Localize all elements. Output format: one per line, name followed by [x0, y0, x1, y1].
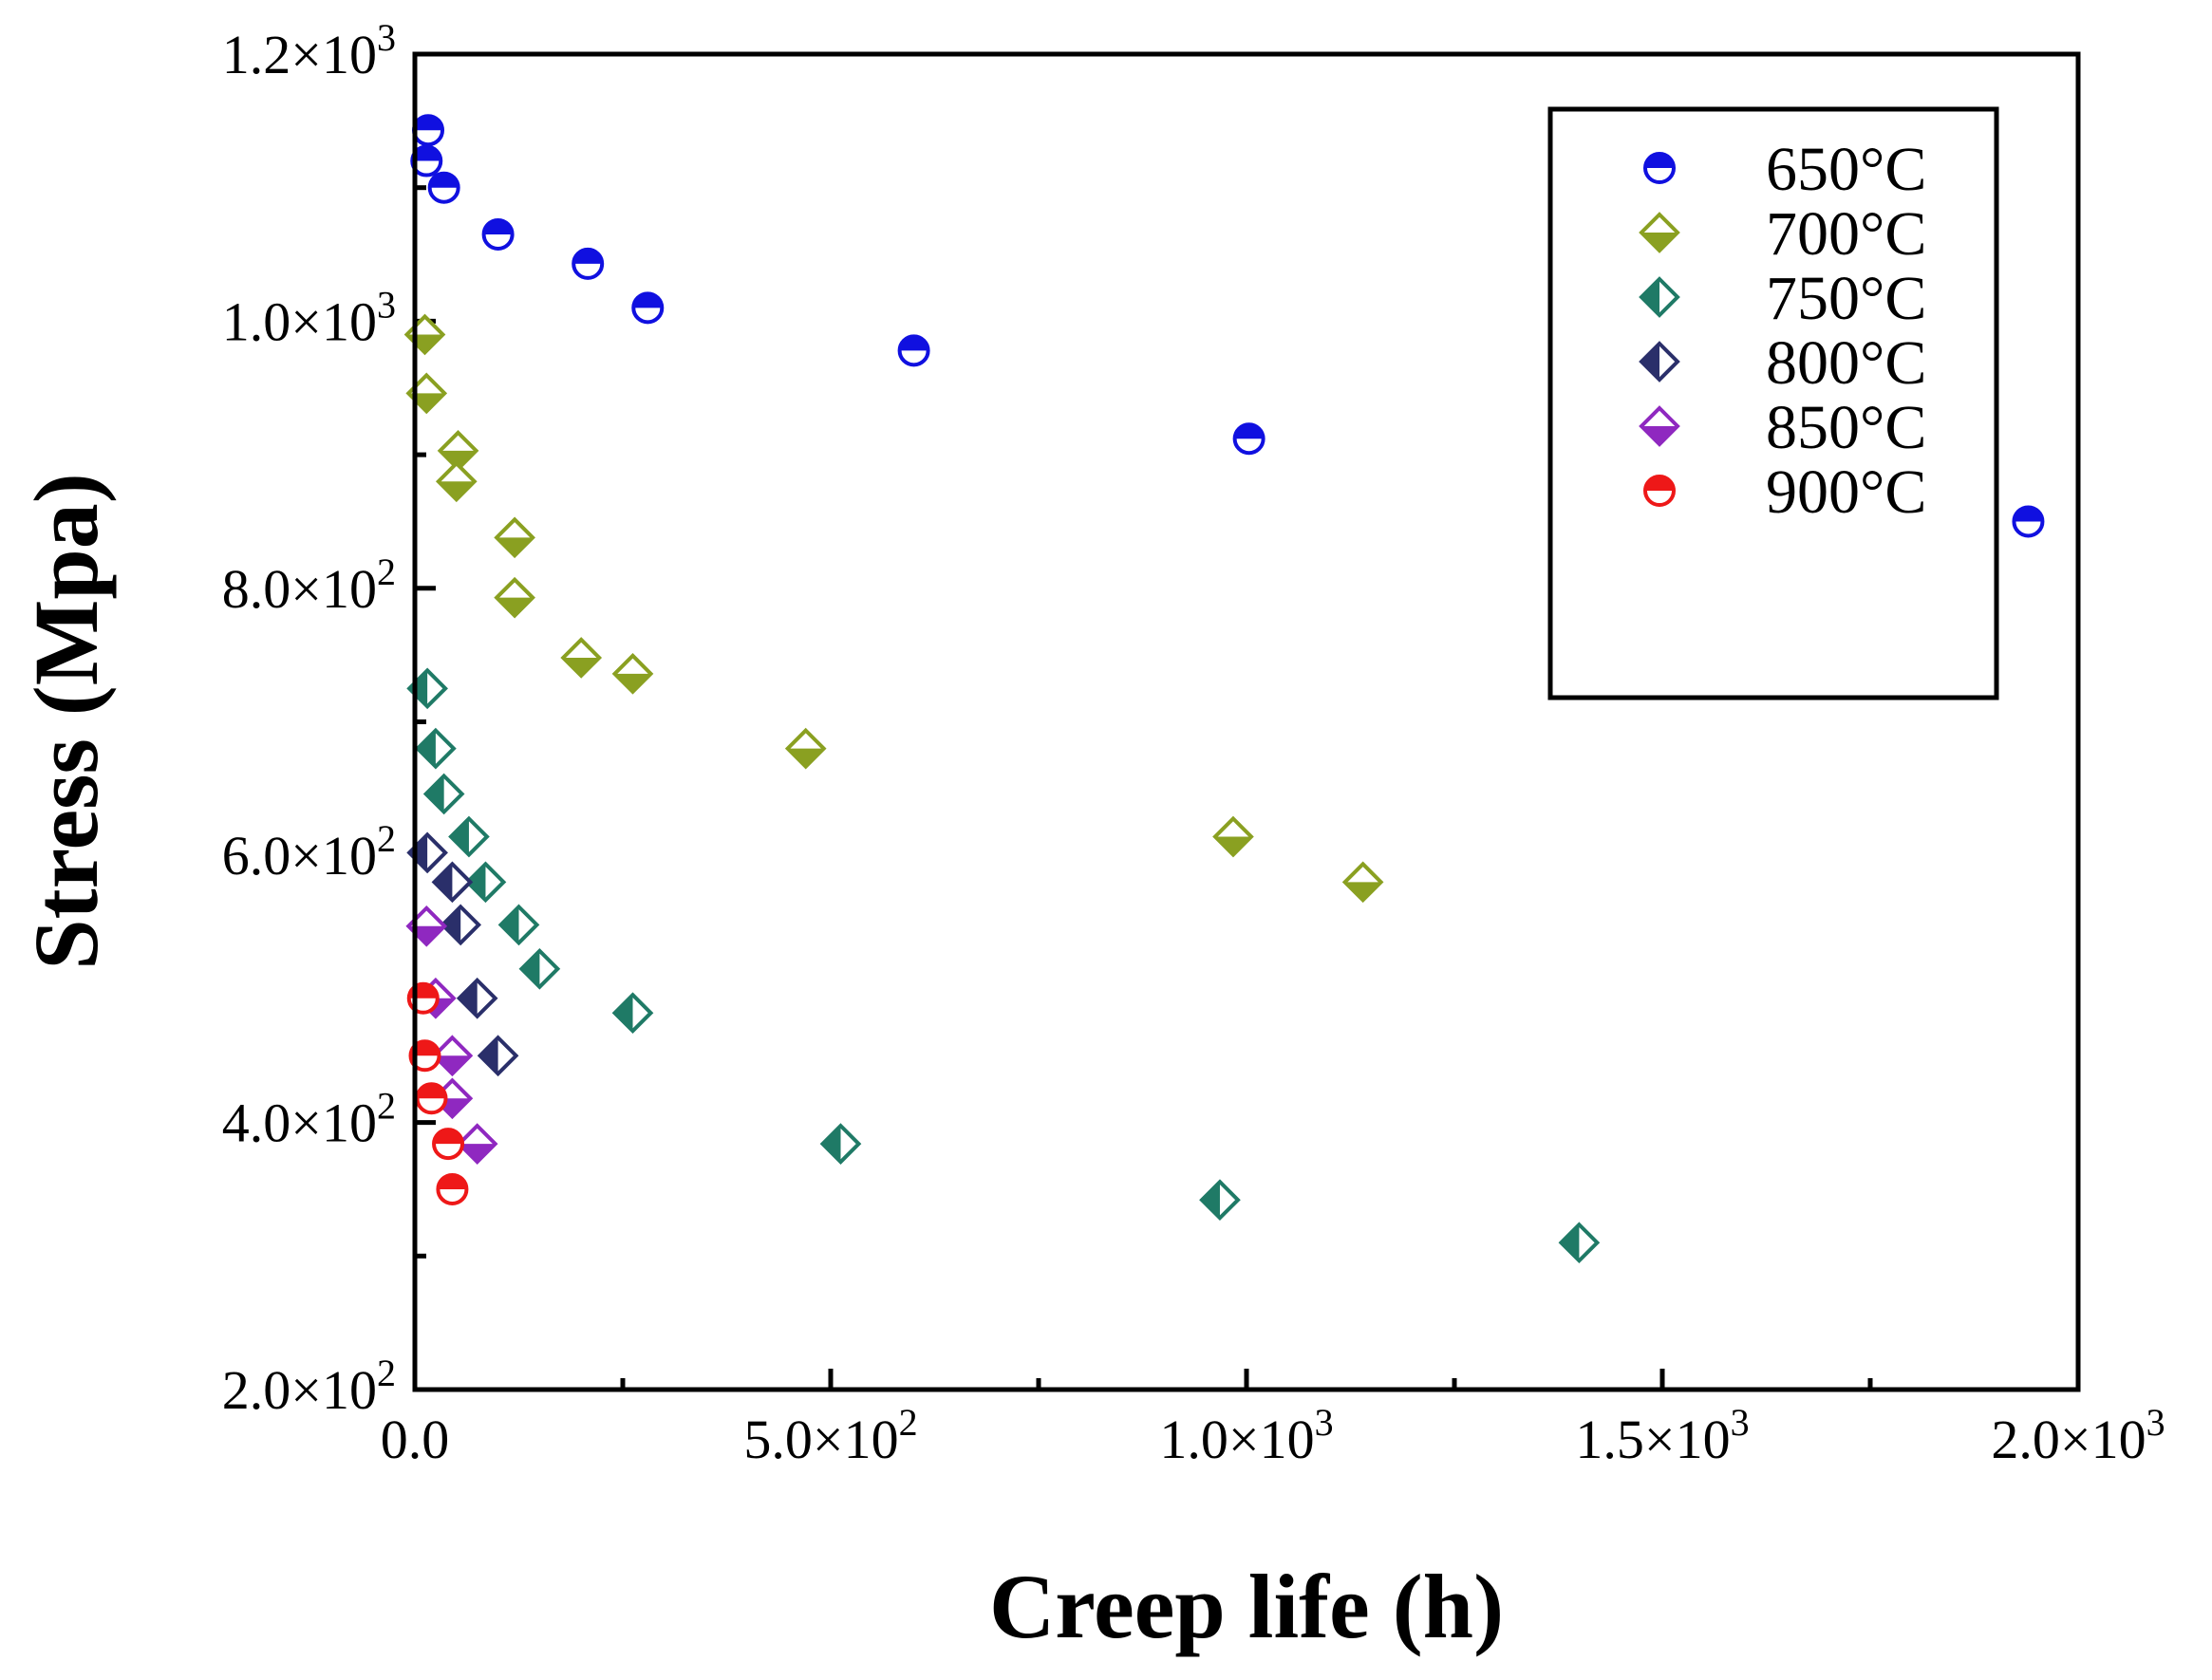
- data-point: [611, 653, 654, 695]
- data-point: [819, 1123, 862, 1165]
- data-point: [415, 1082, 448, 1115]
- data-point: [1558, 1222, 1601, 1264]
- y-tick-label: 1.2×103: [222, 16, 396, 85]
- data-point: [403, 313, 446, 356]
- data-point: [2012, 505, 2045, 538]
- data-point: [412, 114, 445, 147]
- y-tick-label: 6.0×102: [222, 817, 396, 887]
- x-tick-label: 2.0×103: [1991, 1401, 2165, 1470]
- x-axis-title: Creep life (h): [989, 1556, 1504, 1657]
- data-point: [897, 334, 930, 367]
- data-point: [415, 727, 457, 770]
- data-point: [431, 1035, 474, 1077]
- y-axis-title: Stress (Mpa): [15, 473, 117, 970]
- data-point: [477, 1035, 519, 1077]
- x-tick-label: 1.0×103: [1159, 1401, 1333, 1470]
- y-tick-label: 4.0×102: [222, 1085, 396, 1154]
- legend-marker: [1639, 212, 1680, 253]
- data-point: [494, 576, 535, 619]
- legend-label: 750°C: [1766, 264, 1926, 333]
- data-point: [456, 977, 498, 1019]
- data-point: [1212, 815, 1254, 858]
- data-point: [422, 773, 465, 815]
- data-point: [1199, 1179, 1241, 1222]
- y-tick-label: 1.0×103: [222, 283, 396, 352]
- legend-marker: [1639, 341, 1680, 383]
- data-point: [1341, 861, 1384, 904]
- data-point: [405, 372, 448, 415]
- data-point: [464, 861, 507, 904]
- y-tick-label: 2.0×102: [222, 1352, 396, 1421]
- data-point: [440, 904, 482, 946]
- legend-label: 650°C: [1766, 135, 1926, 204]
- x-tick-label: 0.0: [381, 1409, 450, 1470]
- x-tick-label: 5.0×102: [743, 1401, 917, 1470]
- legend-marker: [1643, 475, 1676, 507]
- data-point: [436, 1172, 469, 1205]
- data-point: [497, 904, 540, 946]
- data-point: [1232, 422, 1265, 456]
- legend-frame: [1547, 106, 1999, 700]
- data-point: [518, 947, 561, 990]
- legend-marker: [1639, 276, 1680, 318]
- data-point: [427, 171, 460, 204]
- data-point: [408, 1039, 441, 1073]
- ticks-layer: 0.0 5.0×102 1.0×103 1.5×103 2.0×103 2.0×102 4.…: [222, 16, 2165, 1470]
- legend-label: 900°C: [1766, 457, 1926, 527]
- data-point: [494, 516, 535, 559]
- series-2: [406, 667, 1601, 1264]
- data-point: [448, 815, 490, 858]
- legend-label: 850°C: [1766, 393, 1926, 462]
- series-1: [403, 313, 1384, 904]
- points-layer: [403, 114, 2045, 1264]
- data-point: [410, 144, 443, 177]
- series-0: [410, 114, 2045, 538]
- data-point: [435, 460, 478, 503]
- data-point: [611, 992, 654, 1035]
- y-tick-label: 8.0×102: [222, 551, 396, 620]
- data-point: [784, 727, 827, 770]
- data-point: [431, 861, 474, 904]
- legend-marker: [1643, 152, 1676, 184]
- data-point: [456, 1123, 498, 1165]
- legend-label: 800°C: [1766, 328, 1926, 398]
- series-3: [406, 831, 519, 1077]
- data-point: [631, 291, 665, 325]
- plot-frame: [412, 51, 2081, 1392]
- data-point: [405, 905, 448, 947]
- x-tick-label: 1.5×103: [1575, 1401, 1749, 1470]
- data-point: [481, 217, 515, 251]
- data-point: [572, 247, 605, 280]
- legend-marker: [1639, 405, 1680, 447]
- data-point: [432, 1128, 465, 1161]
- legend-label: 700°C: [1766, 199, 1926, 269]
- data-point: [560, 637, 603, 679]
